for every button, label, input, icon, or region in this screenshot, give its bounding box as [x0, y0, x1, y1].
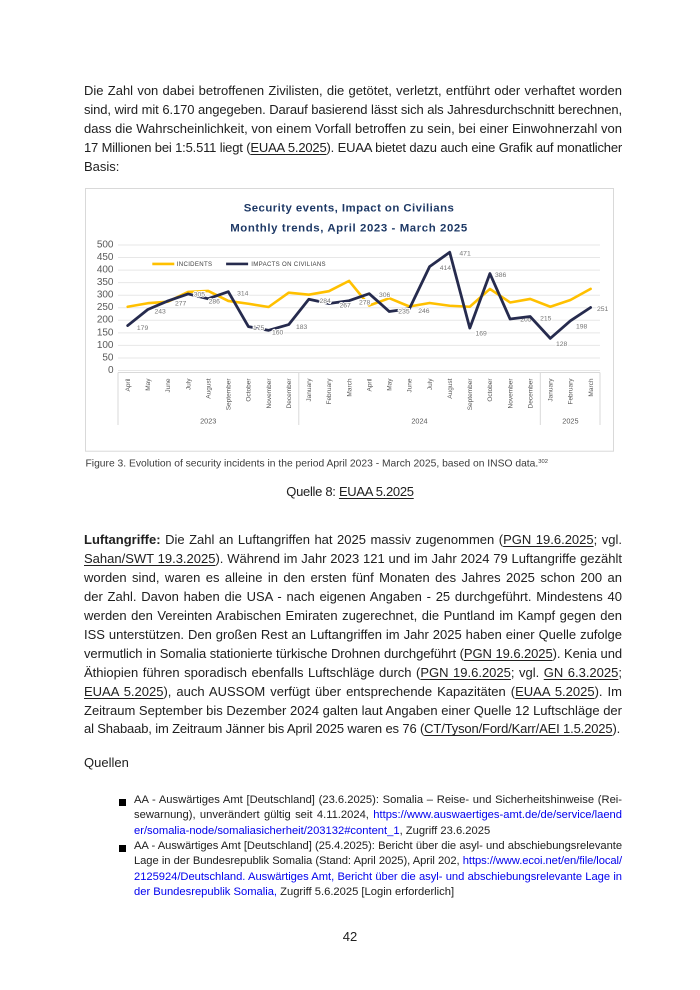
svg-text:January: January [548, 378, 555, 402]
svg-text:50: 50 [102, 352, 114, 363]
svg-text:400: 400 [97, 265, 114, 276]
svg-text:250: 250 [97, 302, 114, 313]
svg-text:August: August [206, 378, 213, 398]
svg-text:179: 179 [137, 325, 149, 332]
svg-text:July: July [427, 378, 434, 390]
svg-text:314: 314 [237, 290, 249, 297]
svg-text:March: March [588, 378, 595, 396]
svg-text:471: 471 [459, 250, 471, 257]
svg-text:251: 251 [597, 306, 609, 313]
svg-text:198: 198 [576, 323, 588, 330]
svg-text:September: September [226, 378, 233, 411]
svg-text:October: October [246, 378, 253, 402]
svg-text:286: 286 [209, 298, 221, 305]
svg-text:243: 243 [155, 309, 167, 316]
svg-text:April: April [125, 378, 132, 392]
svg-text:Monthly trends, April 2023 - M: Monthly trends, April 2023 - March 2025 [230, 222, 468, 234]
svg-text:267: 267 [340, 302, 352, 309]
svg-text:160: 160 [272, 329, 284, 336]
svg-text:215: 215 [540, 315, 552, 322]
svg-text:November: November [266, 378, 273, 409]
svg-text:305: 305 [194, 292, 206, 299]
svg-text:February: February [568, 378, 575, 405]
svg-text:128: 128 [556, 341, 568, 348]
svg-text:205: 205 [520, 316, 532, 323]
svg-text:350: 350 [97, 277, 114, 288]
svg-text:277: 277 [175, 300, 187, 307]
svg-text:386: 386 [495, 272, 507, 279]
svg-text:February: February [326, 378, 333, 405]
svg-text:June: June [165, 378, 172, 392]
svg-text:306: 306 [379, 292, 391, 299]
svg-text:500: 500 [97, 239, 114, 250]
svg-text:169: 169 [476, 330, 488, 337]
svg-text:May: May [145, 378, 152, 391]
svg-text:January: January [306, 378, 313, 402]
svg-text:August: August [447, 378, 454, 398]
svg-text:284: 284 [320, 298, 332, 305]
svg-text:December: December [286, 378, 293, 409]
svg-text:175: 175 [253, 325, 265, 332]
svg-text:450: 450 [97, 252, 114, 263]
svg-text:November: November [507, 378, 514, 409]
svg-text:414: 414 [440, 265, 452, 272]
svg-text:October: October [487, 378, 494, 402]
svg-text:May: May [387, 378, 394, 391]
svg-text:April: April [367, 378, 374, 392]
svg-text:INCIDENTS: INCIDENTS [177, 261, 213, 268]
svg-text:183: 183 [296, 324, 308, 331]
svg-text:June: June [407, 378, 414, 392]
svg-text:235: 235 [398, 309, 410, 316]
svg-text:September: September [467, 378, 474, 411]
svg-text:278: 278 [359, 299, 371, 306]
svg-text:246: 246 [418, 308, 430, 315]
svg-text:IMPACTS ON CIVILIANS: IMPACTS ON CIVILIANS [251, 261, 326, 268]
svg-text:2025: 2025 [562, 417, 578, 426]
svg-text:2024: 2024 [411, 417, 427, 426]
svg-text:2023: 2023 [200, 417, 216, 426]
svg-text:0: 0 [108, 365, 114, 376]
svg-text:December: December [528, 378, 535, 409]
svg-text:100: 100 [97, 340, 114, 351]
svg-text:Security events, Impact on Civ: Security events, Impact on Civilians [244, 202, 455, 214]
svg-text:200: 200 [97, 315, 114, 326]
svg-text:300: 300 [97, 290, 114, 301]
svg-text:March: March [346, 378, 353, 396]
svg-text:July: July [185, 378, 192, 390]
svg-text:150: 150 [97, 327, 114, 338]
